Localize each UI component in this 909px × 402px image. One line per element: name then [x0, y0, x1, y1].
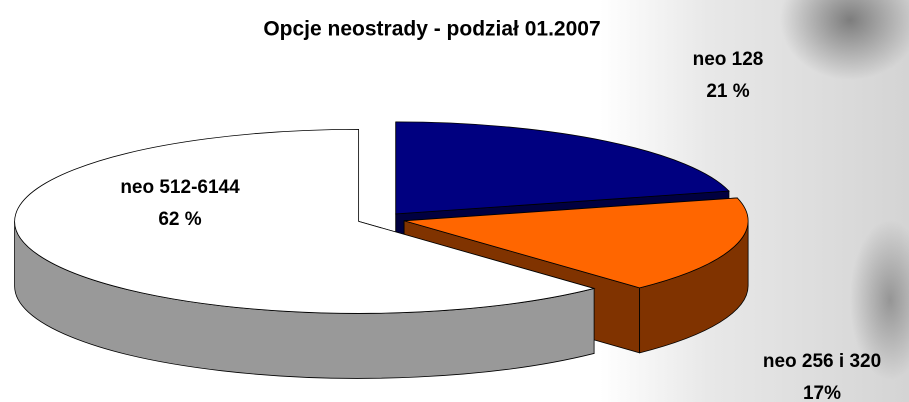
- slice-label: neo 512-6144: [120, 177, 240, 198]
- slice-value-label: 21 %: [706, 81, 749, 102]
- background-photo: [850, 220, 909, 380]
- slice-label: neo 128: [693, 49, 764, 70]
- slice-value-label: 17%: [803, 383, 841, 402]
- slice: [395, 121, 730, 215]
- slice-label: neo 256 i 320: [763, 351, 881, 372]
- slice-value-label: 62 %: [158, 209, 201, 230]
- slice: [14, 128, 596, 314]
- slice: [404, 197, 749, 289]
- pie: [14, 121, 749, 379]
- background-photo: [780, 0, 909, 80]
- chart-title: Opcje neostrady - podział 01.2007: [263, 18, 600, 41]
